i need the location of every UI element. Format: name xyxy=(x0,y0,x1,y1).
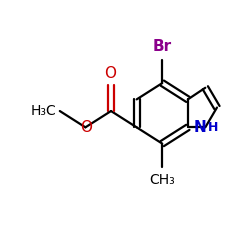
Text: O: O xyxy=(80,120,92,135)
Text: Br: Br xyxy=(153,39,172,54)
Text: N: N xyxy=(194,120,206,135)
Text: CH₃: CH₃ xyxy=(149,173,175,187)
Text: O: O xyxy=(104,66,116,81)
Text: H: H xyxy=(208,121,218,134)
Text: H₃C: H₃C xyxy=(30,104,56,118)
